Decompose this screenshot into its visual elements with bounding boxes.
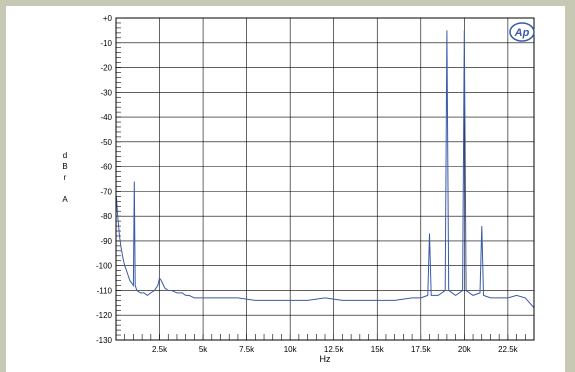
x-tick-label: 2.5k xyxy=(152,345,168,354)
y-axis-label-letter: B xyxy=(62,162,67,171)
y-axis-label: dBr A xyxy=(62,151,68,204)
x-tick-labels: 2.5k 5k 7.5k 10k 12.5k 15k 17.5k 20k 22.5k xyxy=(152,345,519,354)
x-tick-label: 17.5k xyxy=(411,345,432,354)
y-tick-label: -130 xyxy=(96,336,113,345)
y-tick-label: -80 xyxy=(100,212,112,221)
x-tick-label: 10k xyxy=(284,345,298,354)
y-axis-label-letter: d xyxy=(63,151,67,160)
x-tick-label: 20k xyxy=(458,345,472,354)
x-tick-label: 22.5k xyxy=(498,345,519,354)
y-tick-label: +0 xyxy=(103,14,113,23)
y-tick-label: -110 xyxy=(97,286,113,295)
y-tick-label: -70 xyxy=(100,187,112,196)
ap-logo-text: Ap xyxy=(514,27,530,39)
x-tick-label: 7.5k xyxy=(239,345,255,354)
y-tick-label: -50 xyxy=(100,138,112,147)
y-tick-label: -40 xyxy=(100,113,112,122)
x-tick-label: 5k xyxy=(199,345,208,354)
ap-logo-ring xyxy=(509,22,535,42)
y-axis-label-letter: r xyxy=(64,173,67,182)
y-tick-label: -30 xyxy=(100,88,112,97)
y-tick-label: -20 xyxy=(100,64,112,73)
y-tick-label: -120 xyxy=(96,311,113,320)
x-tick-label: 12.5k xyxy=(324,345,345,354)
x-axis-label: Hz xyxy=(320,354,331,364)
plot-area xyxy=(116,18,534,340)
y-axis-label-letter: A xyxy=(62,195,68,204)
x-tick-label: 15k xyxy=(371,345,385,354)
series-line xyxy=(115,30,535,309)
plot-border xyxy=(115,17,535,341)
y-tick-label: -90 xyxy=(100,237,112,246)
spectrum-chart: +0 -10 -20 -30 -40 -50 -60 -70 -80 -90 -100 -110 -12… xyxy=(62,14,535,364)
chart-panel: +0 -10 -20 -30 -40 -50 -60 -70 -80 -90 -100 -110 -12… xyxy=(6,6,565,372)
y-tick-label: -60 xyxy=(100,163,112,172)
y-tick-label: -100 xyxy=(96,262,113,271)
y-tick-labels: +0 -10 -20 -30 -40 -50 -60 -70 -80 -90 -100 -110 -12… xyxy=(96,14,113,345)
ap-logo: Ap xyxy=(509,22,535,42)
y-tick-label: -10 xyxy=(100,39,112,48)
